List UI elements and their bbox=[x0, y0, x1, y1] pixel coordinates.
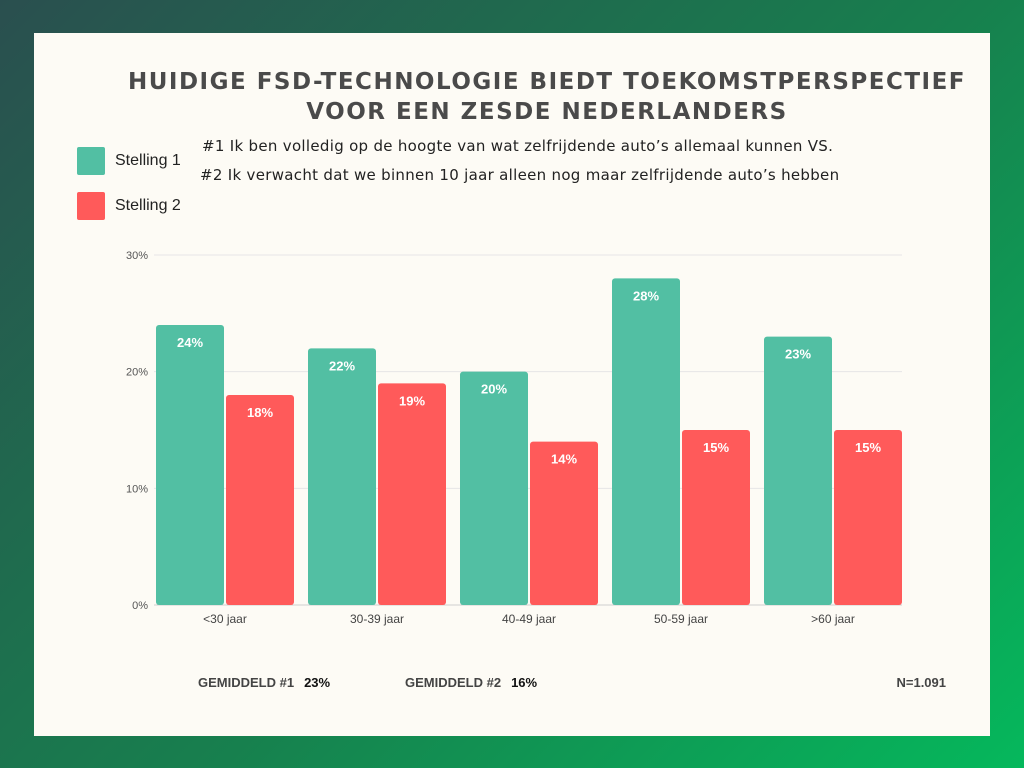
x-tick-label-3: 50-59 jaar bbox=[654, 612, 708, 626]
legend-swatch-stelling-1 bbox=[77, 147, 105, 175]
sample-size: N=1.091 bbox=[896, 675, 946, 690]
average-1-label: GEMIDDELD #1 bbox=[198, 675, 295, 690]
data-label-1-4: 23% bbox=[785, 347, 811, 362]
data-label-1-3: 28% bbox=[633, 288, 659, 303]
legend-label-stelling-1: Stelling 1 bbox=[115, 152, 181, 169]
bar-1-3 bbox=[612, 278, 680, 605]
legend-item-stelling-1: Stelling 1 bbox=[77, 147, 181, 175]
statement-2: #2 Ik verwacht dat we binnen 10 jaar all… bbox=[200, 166, 840, 184]
data-label-2-4: 15% bbox=[855, 440, 881, 455]
y-tick-label-30: 30% bbox=[126, 250, 148, 262]
bar-2-0 bbox=[226, 395, 294, 605]
y-tick-label-10: 10% bbox=[126, 483, 148, 495]
data-label-2-0: 18% bbox=[247, 405, 273, 420]
x-tick-label-4: >60 jaar bbox=[811, 612, 855, 626]
bar-2-4 bbox=[834, 430, 902, 605]
legend-swatch-stelling-2 bbox=[77, 192, 105, 220]
bar-2-2 bbox=[530, 441, 598, 605]
bar-1-4 bbox=[764, 336, 832, 605]
average-2: GEMIDDELD #2 16% bbox=[405, 675, 537, 690]
average-1-value: 23% bbox=[304, 675, 331, 690]
x-tick-label-1: 30-39 jaar bbox=[350, 612, 404, 626]
average-1: GEMIDDELD #1 23% bbox=[198, 675, 330, 690]
y-tick-label-0: 0% bbox=[132, 600, 148, 612]
average-2-label: GEMIDDELD #2 bbox=[405, 675, 502, 690]
x-tick-label-2: 40-49 jaar bbox=[502, 612, 556, 626]
data-label-2-2: 14% bbox=[551, 452, 577, 467]
x-tick-label-0: <30 jaar bbox=[203, 612, 247, 626]
data-label-2-1: 19% bbox=[399, 393, 425, 408]
legend-label-stelling-2: Stelling 2 bbox=[115, 197, 181, 214]
statements: #1 Ik ben volledig op de hoogte van wat … bbox=[200, 132, 839, 190]
legend-item-stelling-2: Stelling 2 bbox=[77, 192, 181, 220]
chart-title: HUIDIGE FSD-TECHNOLOGIE BIEDT TOEKOMSTPE… bbox=[34, 67, 990, 127]
data-label-1-1: 22% bbox=[329, 358, 355, 373]
data-label-1-0: 24% bbox=[177, 335, 203, 350]
data-label-1-2: 20% bbox=[481, 382, 507, 397]
title-line-2: VOOR EEN ZESDE NEDERLANDERS bbox=[306, 99, 788, 125]
average-2-value: 16% bbox=[511, 675, 538, 690]
bar-chart: 0% 10% 20% 30% 24% 18% <30 jaar 22% 19% 30-39 jaa… bbox=[126, 250, 902, 626]
title-line-1: HUIDIGE FSD-TECHNOLOGIE BIEDT TOEKOMSTPE… bbox=[127, 69, 967, 95]
bar-2-3 bbox=[682, 430, 750, 605]
bar-1-1 bbox=[308, 348, 376, 605]
data-label-2-3: 15% bbox=[703, 440, 729, 455]
bar-2-1 bbox=[378, 383, 446, 605]
statement-1: #1 Ik ben volledig op de hoogte van wat … bbox=[202, 137, 834, 155]
chart-card: HUIDIGE FSD-TECHNOLOGIE BIEDT TOEKOMSTPE… bbox=[34, 33, 990, 736]
bar-1-0 bbox=[156, 325, 224, 605]
bar-1-2 bbox=[460, 371, 528, 605]
y-tick-label-20: 20% bbox=[126, 367, 148, 379]
